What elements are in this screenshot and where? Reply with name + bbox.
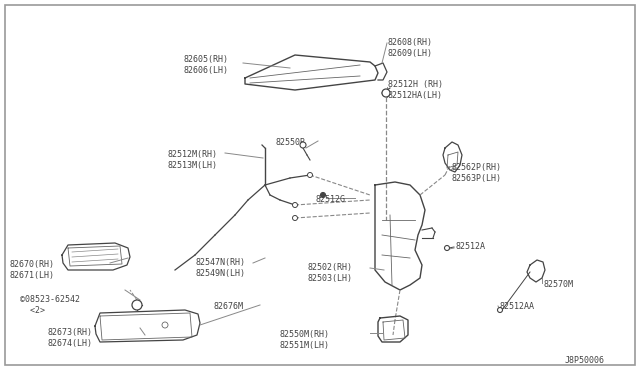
Text: 82512AA: 82512AA bbox=[499, 302, 534, 311]
Text: ©08523-62542
  <2>: ©08523-62542 <2> bbox=[20, 295, 80, 315]
Text: J8P50006: J8P50006 bbox=[565, 356, 605, 365]
Text: 82547N(RH)
82549N(LH): 82547N(RH) 82549N(LH) bbox=[196, 258, 246, 278]
Circle shape bbox=[292, 215, 298, 221]
Text: 82502(RH)
82503(LH): 82502(RH) 82503(LH) bbox=[307, 263, 352, 283]
Text: 82676M: 82676M bbox=[213, 302, 243, 311]
Text: 82673(RH)
82674(LH): 82673(RH) 82674(LH) bbox=[48, 328, 93, 348]
Circle shape bbox=[321, 192, 326, 198]
Circle shape bbox=[382, 89, 390, 97]
Text: 82550M(RH)
82551M(LH): 82550M(RH) 82551M(LH) bbox=[280, 330, 330, 350]
Text: 82512A: 82512A bbox=[455, 242, 485, 251]
Circle shape bbox=[292, 202, 298, 208]
Circle shape bbox=[300, 142, 306, 148]
Circle shape bbox=[132, 300, 142, 310]
Text: 82550B: 82550B bbox=[275, 138, 305, 147]
Text: 82512G: 82512G bbox=[315, 195, 345, 204]
Text: 82512H (RH)
82512HA(LH): 82512H (RH) 82512HA(LH) bbox=[388, 80, 443, 100]
Circle shape bbox=[497, 308, 502, 312]
Circle shape bbox=[307, 173, 312, 177]
Text: 82562P(RH)
82563P(LH): 82562P(RH) 82563P(LH) bbox=[451, 163, 501, 183]
Text: 82608(RH)
82609(LH): 82608(RH) 82609(LH) bbox=[388, 38, 433, 58]
Text: 82670(RH)
82671(LH): 82670(RH) 82671(LH) bbox=[10, 260, 55, 280]
Text: 82570M: 82570M bbox=[543, 280, 573, 289]
Circle shape bbox=[445, 246, 449, 250]
Text: 82512M(RH)
82513M(LH): 82512M(RH) 82513M(LH) bbox=[168, 150, 218, 170]
Text: 82605(RH)
82606(LH): 82605(RH) 82606(LH) bbox=[183, 55, 228, 75]
Circle shape bbox=[162, 322, 168, 328]
